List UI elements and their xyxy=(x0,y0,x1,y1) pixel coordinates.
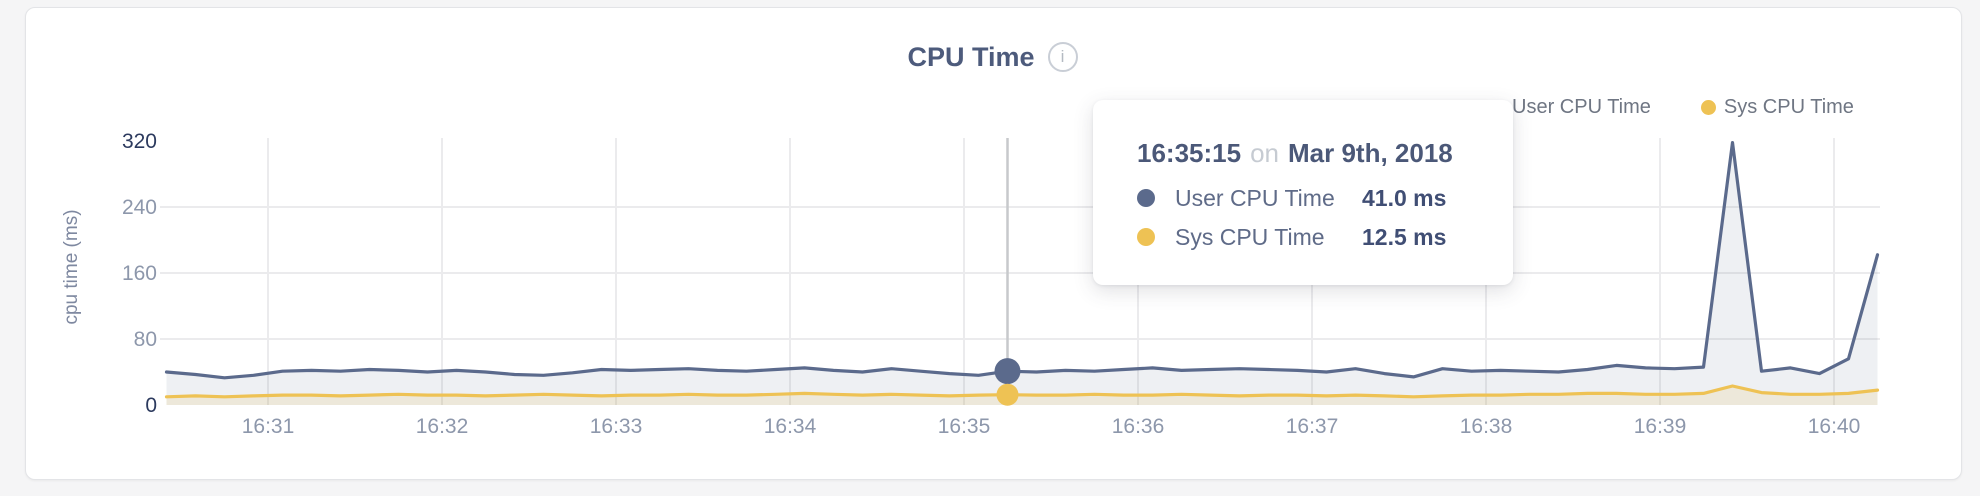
user-highlight-marker[interactable] xyxy=(994,358,1021,385)
tooltip-label-user: User CPU Time xyxy=(1175,184,1335,211)
x-tick-label: 16:31 xyxy=(242,415,295,438)
legend-label-sys: Sys CPU Time xyxy=(1723,96,1854,118)
x-tick-label: 16:35 xyxy=(938,415,991,438)
x-tick-label: 16:32 xyxy=(416,415,469,438)
info-icon[interactable]: i xyxy=(1047,42,1078,72)
x-tick-label: 16:36 xyxy=(1112,415,1165,438)
y-tick-label: 320 xyxy=(122,130,157,153)
user-series-area xyxy=(166,142,1878,405)
chart-tooltip: 16:35:15 on Mar 9th, 2018 User CPU Time 41… xyxy=(1093,100,1513,285)
x-tick-label: 16:33 xyxy=(590,415,643,438)
user-series-line[interactable] xyxy=(164,141,1880,380)
x-tick-label: 16:40 xyxy=(1808,415,1861,438)
sys-highlight-marker[interactable] xyxy=(996,383,1019,406)
chart-header: CPU Time i xyxy=(25,42,1960,72)
chart-legend: User CPU Time Sys CPU Time xyxy=(1489,96,1854,119)
x-tick-label: 16:38 xyxy=(1460,415,1513,438)
legend-label-user: User CPU Time xyxy=(1512,96,1651,118)
chart-card xyxy=(25,7,1962,480)
sys-series-line[interactable] xyxy=(164,384,1880,399)
tooltip-time: 16:35:15 xyxy=(1137,138,1242,168)
sys-series-dot-icon xyxy=(1137,228,1155,246)
y-tick-label: 240 xyxy=(122,196,157,219)
tooltip-connector: on xyxy=(1250,138,1279,168)
tooltip-row-user: User CPU Time 41.0 ms xyxy=(1137,183,1493,213)
tooltip-header: 16:35:15 on Mar 9th, 2018 xyxy=(1137,138,1453,169)
page-title: CPU Time xyxy=(907,41,1035,72)
y-axis-title: cpu time (ms) xyxy=(61,209,82,325)
y-tick-label: 80 xyxy=(134,328,157,351)
sys-series-dot-icon xyxy=(1700,100,1716,115)
tooltip-value-user: 41.0 ms xyxy=(1362,184,1447,211)
legend-item-user[interactable]: User CPU Time xyxy=(1489,96,1651,119)
tooltip-value-sys: 12.5 ms xyxy=(1362,223,1447,250)
tooltip-label-sys: Sys CPU Time xyxy=(1175,223,1325,250)
y-tick-label: 0 xyxy=(145,394,157,417)
tooltip-row-sys: Sys CPU Time 12.5 ms xyxy=(1137,222,1493,252)
y-tick-label: 160 xyxy=(122,262,157,285)
x-tick-label: 16:37 xyxy=(1286,415,1339,438)
legend-item-sys[interactable]: Sys CPU Time xyxy=(1700,96,1854,119)
x-tick-label: 16:34 xyxy=(764,415,817,438)
tooltip-date: Mar 9th, 2018 xyxy=(1288,138,1453,168)
x-tick-label: 16:39 xyxy=(1634,415,1687,438)
user-series-dot-icon xyxy=(1137,189,1155,207)
